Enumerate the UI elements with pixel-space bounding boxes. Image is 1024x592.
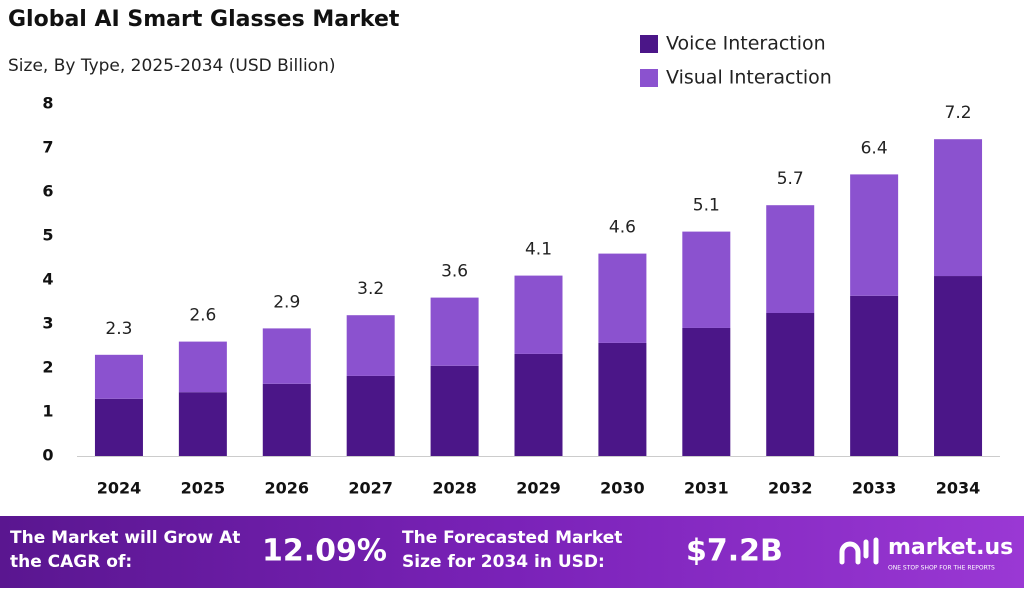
- x-tick-label: 2031: [684, 479, 729, 498]
- y-tick-label: 8: [42, 94, 53, 113]
- y-tick-label: 4: [42, 270, 53, 289]
- x-tick-label: 2028: [432, 479, 477, 498]
- bar-segment: [430, 297, 479, 366]
- bar-segment: [934, 139, 983, 277]
- bar-segment: [262, 328, 311, 384]
- bar-segment: [346, 315, 395, 376]
- bar-segment: [94, 354, 143, 399]
- bar-segment: [178, 341, 227, 393]
- total-label: 5.7: [777, 169, 804, 189]
- y-tick-label: 7: [42, 138, 53, 157]
- x-tick-label: 2029: [516, 479, 561, 498]
- footer-forecast-box: The Forecasted Market Size for 2034 in U…: [402, 528, 623, 572]
- x-tick-label: 2030: [600, 479, 645, 498]
- legend-label: Visual Interaction: [666, 67, 832, 89]
- bar-segment: [346, 375, 395, 456]
- bar-segment: [430, 365, 479, 456]
- brand-logo: [839, 537, 879, 565]
- bar-segment: [766, 205, 815, 313]
- total-label: 2.3: [105, 319, 132, 339]
- footer-cagr-box: The Market will Grow At the CAGR of:: [10, 528, 241, 572]
- legend-swatch: [640, 69, 658, 87]
- forecast-value: $7.2B: [686, 534, 783, 569]
- chart-title: Global AI Smart Glasses Market: [8, 7, 400, 32]
- cagr-value: 12.09%: [262, 534, 387, 569]
- bar-segment: [514, 275, 563, 354]
- y-tick-label: 1: [42, 402, 53, 421]
- bar-segment: [850, 174, 899, 296]
- y-tick-label: 5: [42, 226, 53, 245]
- bar-segment: [178, 392, 227, 456]
- forecast-text: The Forecasted Market Size for 2034 in U…: [402, 528, 623, 572]
- bar-segment: [262, 383, 311, 456]
- x-tick-label: 2026: [265, 479, 310, 498]
- y-tick-label: 3: [42, 314, 53, 333]
- brand-tagline: ONE STOP SHOP FOR THE REPORTS: [888, 565, 995, 572]
- bar-segment: [934, 276, 983, 456]
- bar-segment: [682, 231, 731, 328]
- x-tick-label: 2033: [852, 479, 897, 498]
- total-label: 3.2: [357, 279, 384, 299]
- x-tick-label: 2025: [181, 479, 226, 498]
- y-tick-label: 2: [42, 358, 53, 377]
- x-tick-label: 2024: [97, 479, 142, 498]
- brand-name: market.us: [888, 535, 1013, 560]
- total-label: 6.4: [861, 138, 888, 158]
- legend-label: Voice Interaction: [666, 33, 826, 55]
- bar-segment: [598, 253, 647, 343]
- bar-segment: [766, 313, 815, 456]
- x-tick-label: 2027: [348, 479, 393, 498]
- y-tick-label: 6: [42, 182, 53, 201]
- total-label: 5.1: [693, 196, 720, 216]
- legend-swatch: [640, 35, 658, 53]
- footer-band: [0, 516, 1024, 588]
- y-tick-label: 0: [42, 446, 53, 465]
- total-label: 3.6: [441, 262, 468, 282]
- cagr-text: The Market will Grow At the CAGR of:: [10, 528, 241, 572]
- bar-segment: [850, 295, 899, 456]
- x-tick-label: 2032: [768, 479, 813, 498]
- total-label: 4.6: [609, 218, 636, 238]
- total-label: 2.6: [189, 306, 216, 326]
- bar-segment: [514, 353, 563, 456]
- bar-segment: [598, 342, 647, 456]
- bar-segment: [94, 398, 143, 456]
- total-label: 4.1: [525, 240, 552, 260]
- bar-segment: [682, 327, 731, 456]
- chart-subtitle: Size, By Type, 2025-2034 (USD Billion): [8, 56, 335, 76]
- total-label: 2.9: [273, 292, 300, 312]
- total-label: 7.2: [945, 103, 972, 123]
- x-tick-label: 2034: [936, 479, 981, 498]
